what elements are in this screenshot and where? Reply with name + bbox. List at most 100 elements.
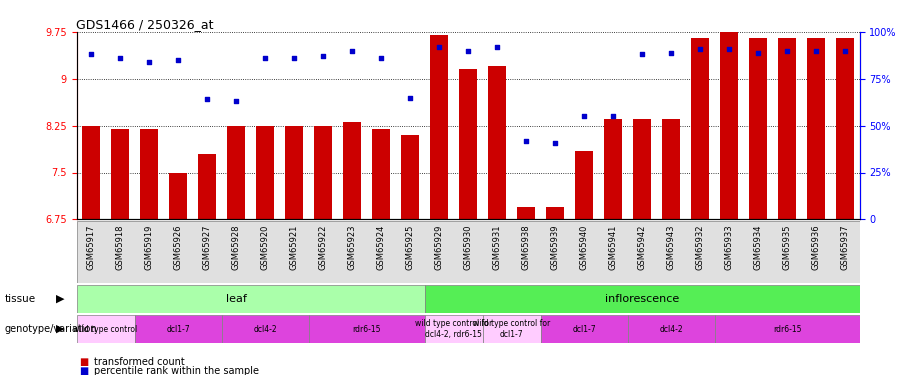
Text: dcl1-7: dcl1-7 <box>572 324 596 334</box>
Text: GDS1466 / 250326_at: GDS1466 / 250326_at <box>76 18 214 31</box>
Bar <box>720 32 738 219</box>
Point <box>287 55 302 61</box>
Text: transformed count: transformed count <box>94 357 185 367</box>
Bar <box>198 154 216 219</box>
Text: GSM65936: GSM65936 <box>812 224 821 270</box>
Bar <box>227 126 246 219</box>
Text: GSM65930: GSM65930 <box>464 224 472 270</box>
Bar <box>574 151 593 219</box>
Bar <box>343 123 362 219</box>
Bar <box>111 129 130 219</box>
Bar <box>633 119 652 219</box>
Bar <box>835 38 854 219</box>
Point <box>548 140 562 146</box>
Point <box>403 94 418 100</box>
Bar <box>429 35 448 219</box>
Bar <box>662 119 680 219</box>
Text: GSM65939: GSM65939 <box>551 224 560 270</box>
Text: leaf: leaf <box>226 294 247 304</box>
Text: wild type control: wild type control <box>74 324 138 334</box>
Text: ▶: ▶ <box>56 294 64 304</box>
Point <box>634 51 649 57</box>
Text: GSM65926: GSM65926 <box>174 224 183 270</box>
Text: GSM65929: GSM65929 <box>435 224 444 270</box>
Text: rdr6-15: rdr6-15 <box>773 324 801 334</box>
Bar <box>168 172 187 219</box>
Bar <box>690 38 709 219</box>
Text: GSM65922: GSM65922 <box>319 224 328 270</box>
Point <box>693 46 707 52</box>
Text: GSM65920: GSM65920 <box>260 224 269 270</box>
Bar <box>541 315 627 343</box>
Text: GSM65935: GSM65935 <box>782 224 791 270</box>
Text: dcl4-2: dcl4-2 <box>253 324 277 334</box>
Text: GSM65925: GSM65925 <box>406 224 415 270</box>
Text: ■: ■ <box>79 357 88 367</box>
Text: GSM65923: GSM65923 <box>347 224 356 270</box>
Point <box>112 55 127 61</box>
Text: GSM65931: GSM65931 <box>492 224 501 270</box>
Point <box>664 50 679 55</box>
Point <box>838 48 852 54</box>
Point <box>171 57 185 63</box>
Point <box>229 98 243 104</box>
Point <box>606 113 620 119</box>
Text: percentile rank within the sample: percentile rank within the sample <box>94 366 259 375</box>
Bar <box>425 315 482 343</box>
Text: inflorescence: inflorescence <box>605 294 680 304</box>
Text: GSM65928: GSM65928 <box>231 224 240 270</box>
Text: GSM65921: GSM65921 <box>290 224 299 270</box>
Point <box>577 113 591 119</box>
Point <box>779 48 794 54</box>
Bar <box>749 38 768 219</box>
Text: wild type control for
dcl1-7: wild type control for dcl1-7 <box>472 320 550 339</box>
Text: GSM65940: GSM65940 <box>580 224 589 270</box>
Bar <box>545 207 564 219</box>
Text: ▶: ▶ <box>56 324 64 334</box>
Text: GSM65917: GSM65917 <box>86 224 95 270</box>
Text: rdr6-15: rdr6-15 <box>352 324 381 334</box>
Text: tissue: tissue <box>4 294 36 304</box>
Text: GSM65932: GSM65932 <box>696 224 705 270</box>
Point <box>374 55 388 61</box>
Text: dcl1-7: dcl1-7 <box>166 324 190 334</box>
Bar <box>284 126 303 219</box>
Text: GSM65919: GSM65919 <box>145 224 154 270</box>
Text: wild type control for
dcl4-2, rdr6-15: wild type control for dcl4-2, rdr6-15 <box>415 320 492 339</box>
Text: GSM65938: GSM65938 <box>521 224 530 270</box>
Bar <box>459 69 477 219</box>
Text: GSM65934: GSM65934 <box>753 224 762 270</box>
Point <box>518 138 533 144</box>
Bar <box>256 126 274 219</box>
Text: GSM65933: GSM65933 <box>724 224 733 270</box>
Bar <box>309 315 425 343</box>
Bar <box>482 315 541 343</box>
Text: GSM65924: GSM65924 <box>376 224 385 270</box>
Point <box>461 48 475 54</box>
Text: GSM65937: GSM65937 <box>841 224 850 270</box>
Bar <box>627 315 715 343</box>
Point <box>809 48 824 54</box>
Text: GSM65942: GSM65942 <box>637 224 646 270</box>
Text: ■: ■ <box>79 366 88 375</box>
Point <box>84 51 98 57</box>
Bar <box>400 135 419 219</box>
Bar <box>488 66 507 219</box>
Bar <box>425 285 860 313</box>
Bar <box>778 38 796 219</box>
Text: GSM65918: GSM65918 <box>115 224 124 270</box>
Bar <box>82 126 101 219</box>
Bar <box>517 207 535 219</box>
Text: genotype/variation: genotype/variation <box>4 324 97 334</box>
Bar <box>715 315 860 343</box>
Bar <box>76 285 425 313</box>
Point <box>316 53 330 59</box>
Bar <box>806 38 825 219</box>
Text: GSM65943: GSM65943 <box>667 224 676 270</box>
Bar <box>221 315 309 343</box>
Text: dcl4-2: dcl4-2 <box>659 324 683 334</box>
Bar <box>134 315 221 343</box>
Point <box>257 55 272 61</box>
Point <box>490 44 504 50</box>
Point <box>142 59 157 65</box>
